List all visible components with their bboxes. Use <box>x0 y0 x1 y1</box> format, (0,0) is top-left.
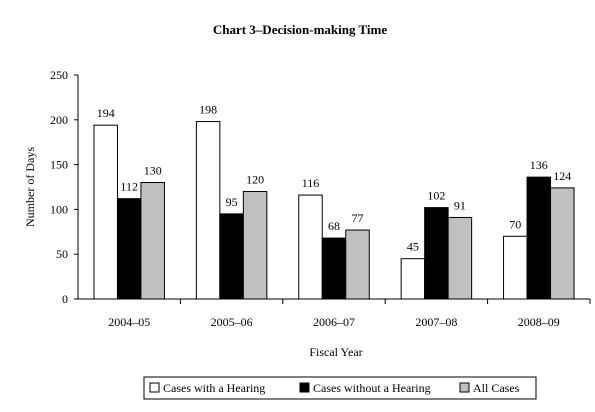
data-label: 136 <box>530 158 548 172</box>
x-tick-label: 2007–08 <box>415 315 457 329</box>
bar <box>298 194 323 300</box>
bar <box>321 237 347 300</box>
x-tick-label: 2005–06 <box>211 315 253 329</box>
legend-label: All Cases <box>473 381 520 395</box>
bar <box>140 182 165 300</box>
data-label: 77 <box>352 211 364 225</box>
y-tick-label: 100 <box>50 202 68 216</box>
legend-box <box>143 376 537 400</box>
legend-label: Cases with a Hearing <box>163 381 265 395</box>
legend-swatch <box>299 382 310 393</box>
data-label: 68 <box>328 219 340 233</box>
x-tick-label: 2006–07 <box>313 315 355 329</box>
bar <box>242 190 268 300</box>
data-label: 198 <box>199 103 217 117</box>
y-tick-label: 200 <box>50 113 68 127</box>
y-tick-label: 0 <box>62 292 68 306</box>
data-label: 124 <box>553 169 571 183</box>
bar <box>116 198 142 300</box>
y-axis-label-group: Number of Days <box>23 147 37 227</box>
chart-title: Chart 3–Decision-making Time <box>213 22 388 37</box>
legend-swatch <box>459 382 470 393</box>
data-label: 194 <box>97 106 115 120</box>
y-tick-label: 250 <box>50 68 68 82</box>
data-label: 130 <box>144 164 162 178</box>
bar <box>526 176 552 300</box>
x-tick-label: 2004–05 <box>108 315 150 329</box>
plot-area: 0 50 100 150 200 250 194 112 130 2004–05 198 95 120 2… <box>50 68 591 329</box>
legend: Cases with a Hearing Cases without a Hear… <box>143 376 537 400</box>
data-label: 45 <box>407 240 419 254</box>
data-label: 102 <box>427 189 445 203</box>
legend-swatch <box>149 382 160 393</box>
x-tick-label: 2008–09 <box>518 315 560 329</box>
bar <box>219 213 244 300</box>
x-axis-label: Fiscal Year <box>309 345 362 359</box>
data-label: 120 <box>246 172 264 186</box>
data-label: 70 <box>509 217 521 231</box>
bar <box>93 124 118 300</box>
bar <box>424 207 449 300</box>
bar <box>345 229 370 300</box>
data-label: 91 <box>454 198 466 212</box>
bar <box>400 258 426 300</box>
y-tick-label: 150 <box>50 158 68 172</box>
y-axis-label: Number of Days <box>23 147 37 227</box>
data-label: 95 <box>226 195 238 209</box>
data-label: 112 <box>120 180 138 194</box>
legend-label: Cases without a Hearing <box>313 381 431 395</box>
bar <box>503 235 528 300</box>
bar <box>550 187 575 300</box>
y-tick-label: 50 <box>56 247 68 261</box>
bar <box>447 216 473 300</box>
bar <box>195 121 221 300</box>
data-label: 116 <box>302 176 320 190</box>
